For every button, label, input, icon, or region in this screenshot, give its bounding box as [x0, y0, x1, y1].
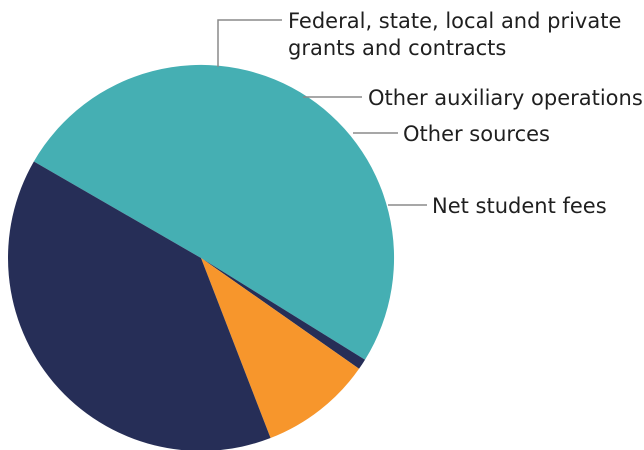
leader-line-grants	[218, 20, 282, 67]
slice-label-net-student-fees: Net student fees	[432, 194, 607, 218]
slice-label-auxiliary: Other auxiliary operations	[368, 86, 643, 110]
pie-slices	[8, 65, 394, 450]
slice-label-grants-line-1: Federal, state, local and private	[288, 9, 621, 33]
slice-label-grants: Federal, state, local and private grants…	[288, 9, 628, 60]
slice-label-other-sources: Other sources	[403, 122, 550, 146]
slice-label-grants-line-2: grants and contracts	[288, 36, 506, 60]
